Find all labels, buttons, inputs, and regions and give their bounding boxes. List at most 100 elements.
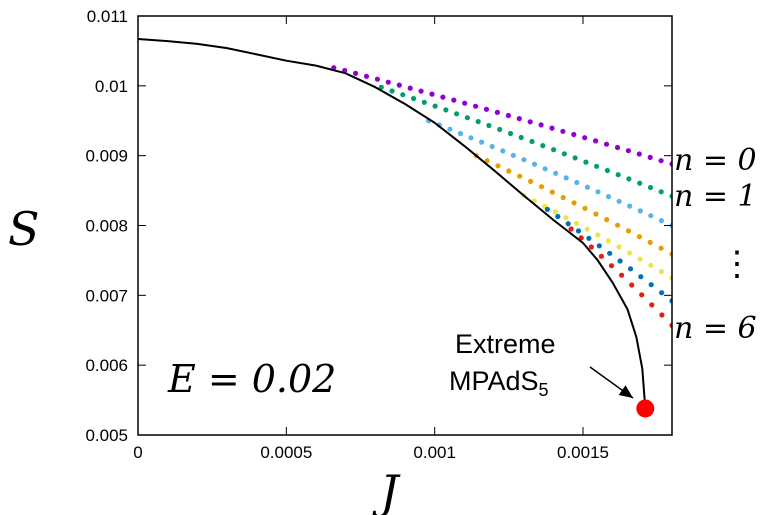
data-point (619, 272, 625, 278)
data-point (658, 189, 664, 195)
data-point (605, 194, 612, 200)
series-label-dots: ⋮ (720, 244, 754, 284)
data-point (584, 184, 591, 190)
data-point (637, 208, 643, 214)
series-label-n1: n = 1 (674, 179, 757, 214)
extreme-label-main: MPAdS (449, 366, 539, 396)
data-point (454, 111, 460, 117)
data-point (604, 167, 611, 174)
data-point (506, 168, 512, 174)
data-point (494, 109, 500, 115)
energy-annotation: E = 0.02 (167, 357, 336, 401)
data-point (625, 228, 632, 234)
data-point (505, 112, 511, 119)
data-point (544, 206, 551, 212)
data-point (407, 85, 413, 91)
data-point (615, 222, 621, 228)
data-point (421, 99, 427, 105)
data-point (551, 147, 557, 153)
data-point (429, 91, 435, 97)
extreme-point (636, 399, 655, 418)
series-layer (331, 65, 672, 328)
data-point (588, 244, 594, 250)
y-tick-label: 0.011 (87, 7, 128, 26)
data-point (531, 161, 538, 167)
x-axis-label: J (372, 465, 401, 515)
data-point (560, 194, 566, 201)
y-tick-label: 0.005 (85, 426, 128, 445)
extreme-label-subscript: 5 (539, 380, 549, 400)
data-point (538, 122, 544, 128)
data-point (627, 266, 634, 272)
data-point (561, 151, 567, 157)
data-point (378, 84, 384, 90)
data-point (563, 215, 569, 221)
data-point (595, 189, 601, 195)
data-point (510, 152, 516, 158)
data-point (647, 184, 654, 191)
data-point (629, 282, 635, 288)
data-point (594, 163, 600, 169)
black-curve (138, 38, 647, 409)
data-point (468, 135, 474, 141)
x-tick-label: 0 (133, 443, 142, 462)
data-point (565, 221, 571, 227)
data-point (648, 282, 654, 288)
series-2 (426, 118, 672, 229)
data-point (527, 119, 533, 125)
data-point (636, 234, 643, 240)
data-point (614, 144, 621, 151)
data-point (432, 103, 438, 109)
data-point (627, 250, 633, 256)
extreme-arrow (589, 366, 634, 399)
y-tick-label: 0.007 (85, 286, 128, 305)
series-4 (521, 192, 672, 281)
data-point (603, 141, 610, 147)
data-point (607, 250, 613, 256)
data-point (363, 73, 370, 79)
data-point (500, 148, 506, 154)
data-point (617, 258, 623, 264)
data-point (649, 302, 655, 308)
data-point (542, 166, 548, 172)
data-point (563, 175, 569, 181)
data-point (418, 88, 424, 94)
y-axis-ticks: 0.005 0.006 0.007 0.008 0.009 0.01 0.011 (85, 7, 672, 445)
data-point (582, 135, 588, 141)
plot-area (138, 38, 672, 418)
data-point (400, 92, 406, 98)
data-point (616, 198, 622, 204)
data-point (586, 235, 592, 241)
data-point (517, 173, 523, 179)
data-point (648, 213, 654, 219)
data-point (593, 138, 599, 144)
data-point (479, 139, 485, 145)
data-point (571, 200, 577, 206)
data-point (385, 79, 391, 85)
data-point (658, 269, 665, 275)
data-point (462, 100, 468, 106)
data-point (636, 151, 642, 157)
data-point (648, 262, 654, 268)
data-point (529, 138, 535, 145)
y-axis-label: S (8, 202, 40, 256)
data-point (574, 220, 580, 226)
data-point (583, 159, 589, 165)
series-1 (378, 84, 672, 199)
data-point (595, 232, 601, 238)
data-point (483, 106, 490, 112)
y-tick-label: 0.009 (85, 147, 128, 166)
data-point (549, 125, 555, 131)
data-point (647, 239, 653, 245)
data-point (659, 290, 665, 296)
data-point (568, 226, 574, 232)
extreme-label-line2: MPAdS5 (449, 366, 549, 400)
series-0 (331, 65, 672, 167)
data-point (658, 158, 664, 164)
data-point (605, 238, 612, 244)
data-point (625, 148, 632, 154)
data-point (389, 88, 395, 94)
data-point (626, 176, 632, 182)
data-point (560, 128, 566, 134)
x-axis-ticks: 0 0.0005 0.001 0.0015 (133, 16, 609, 462)
